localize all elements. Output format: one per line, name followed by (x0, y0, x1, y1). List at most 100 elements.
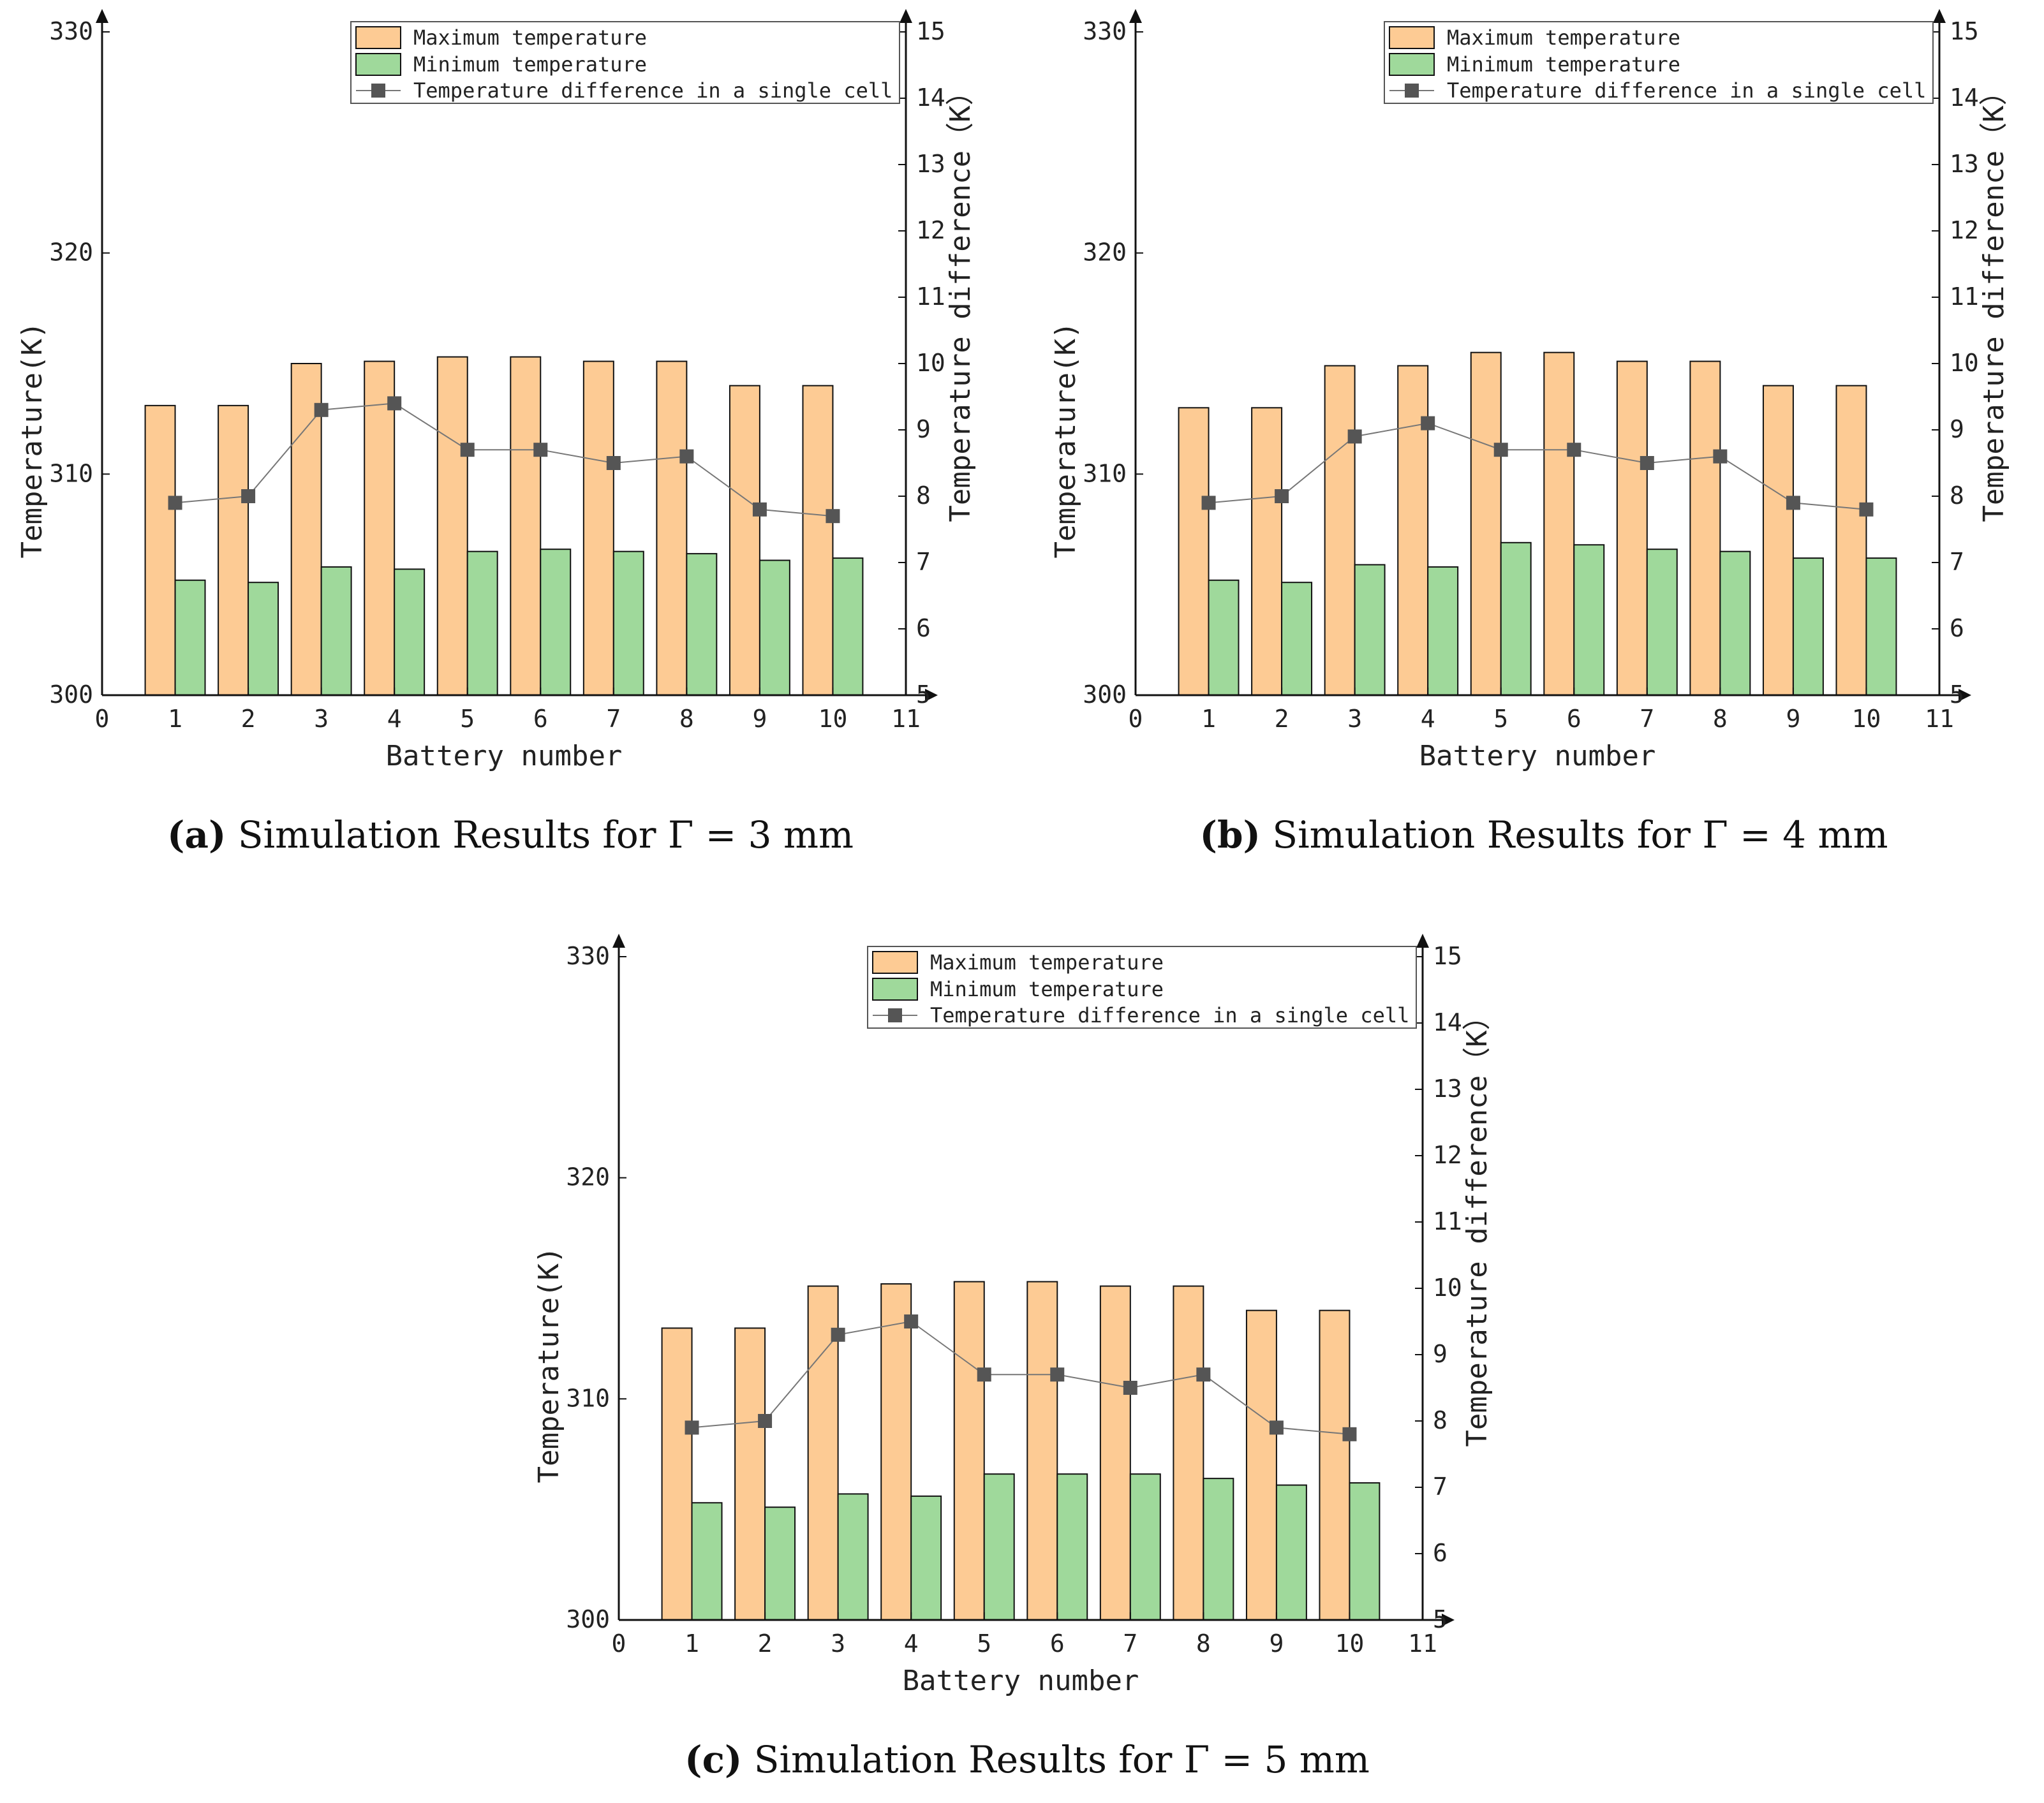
marker-temp-diff-3 (831, 1327, 845, 1342)
marker-temp-diff-9 (752, 502, 767, 517)
bar-max-9 (729, 385, 760, 696)
bar-max-2 (218, 404, 249, 696)
chart-svg-a: 0 1 2 3 4 5 6 7 8 9 10 1130031032033056789101112131… (16, 9, 977, 772)
marker-temp-diff-8 (1196, 1367, 1211, 1382)
bar-max-10 (1319, 1309, 1351, 1621)
marker-temp-diff-1 (685, 1420, 699, 1435)
y2-tick-label: 9 (1433, 1340, 1448, 1368)
bar-min-8 (1719, 550, 1751, 696)
bar-max-8 (1173, 1285, 1204, 1621)
bar-min-6 (1573, 544, 1605, 696)
x-tick-label: 0 (95, 705, 110, 733)
y2-tick-label: 7 (1433, 1473, 1448, 1501)
y2-tick-label: 6 (1433, 1539, 1448, 1567)
y-tick-label: 310 (49, 459, 93, 487)
x-tick-label: 2 (758, 1630, 773, 1658)
bar-max-7 (1099, 1285, 1131, 1621)
y2-tick-label: 13 (1433, 1075, 1462, 1103)
chart-panel-b: 0 1 2 3 4 5 6 7 8 9 10 11 300 310 320 330 5 6 7 8 9 10 11 12 13 1… (1046, 9, 2041, 857)
y2-tick-label: 14 (1950, 84, 1979, 112)
x-tick-label: 0 (1129, 705, 1143, 733)
bar-min-6 (540, 548, 572, 696)
x-tick-label: 4 (904, 1630, 919, 1658)
legend-label-min: Minimum temperature (413, 52, 647, 77)
legend-swatch-min (872, 978, 918, 1001)
legend-swatch-max (872, 951, 918, 974)
caption-a: (a) Simulation Results for Γ = 3 mm (13, 813, 1008, 857)
bar-min-9 (1275, 1484, 1307, 1621)
y2-axis-title: Temperature difference（K） (944, 77, 977, 522)
x-tick-label: 6 (1567, 705, 1581, 733)
bar-max-1 (661, 1327, 693, 1621)
bar-min-7 (612, 550, 644, 696)
caption-label-a: (a) (167, 813, 226, 857)
y2-tick-label: 8 (916, 482, 931, 510)
caption-b: (b) Simulation Results for Γ = 4 mm (1046, 813, 2041, 857)
marker-temp-diff-8 (1713, 449, 1728, 464)
bar-max-7 (582, 360, 614, 696)
y2-axis-title: Temperature difference（K） (1461, 1002, 1493, 1446)
bar-min-5 (1500, 541, 1532, 696)
marker-temp-diff-3 (1347, 429, 1362, 444)
x-tick-label: 5 (977, 1630, 991, 1658)
marker-temp-diff-9 (1786, 496, 1800, 510)
bar-min-6 (1056, 1473, 1088, 1621)
marker-temp-diff-7 (1640, 456, 1654, 470)
bar-max-3 (290, 363, 322, 696)
bar-min-3 (320, 566, 352, 696)
y2-tick-label: 8 (1433, 1406, 1448, 1434)
x-tick-label: 4 (1421, 705, 1435, 733)
chart-svg-c: 0 1 2 3 4 5 6 7 8 9 10 1130031032033056789101112131… (533, 934, 1493, 1697)
y2-tick-label: 5 (1433, 1605, 1448, 1633)
x-axis-title: Battery number (903, 1665, 1139, 1697)
y-axis-arrow-icon (1129, 9, 1142, 23)
x-tick-label: 9 (1269, 1630, 1284, 1658)
y2-axis-arrow-icon (1416, 934, 1429, 948)
bar-max-4 (364, 360, 396, 696)
x-axis-title: Battery number (386, 740, 623, 772)
y2-tick-label: 6 (916, 614, 931, 642)
bar-max-6 (510, 356, 542, 696)
legend-label-max: Maximum temperature (930, 950, 1164, 975)
y-tick-label: 320 (566, 1163, 610, 1191)
y-tick-label: 310 (566, 1384, 610, 1412)
y2-tick-label: 12 (916, 216, 945, 244)
y2-tick-label: 11 (1433, 1207, 1462, 1235)
bar-min-1 (1208, 579, 1240, 696)
x-tick-label: 3 (1347, 705, 1362, 733)
bar-min-5 (466, 550, 498, 696)
chart-svg-b: 0 1 2 3 4 5 6 7 8 9 10 1130031032033056789101112131… (1049, 9, 2010, 772)
y-tick-label: 320 (1083, 239, 1127, 267)
legend-box (1384, 21, 1934, 104)
legend-swatch-max (355, 26, 401, 49)
bar-min-9 (1792, 557, 1824, 696)
x-tick-label: 4 (387, 705, 402, 733)
x-tick-label: 5 (460, 705, 475, 733)
line-temp-diff (175, 402, 833, 517)
x-tick-label: 10 (1335, 1630, 1365, 1658)
y2-tick-label: 7 (1950, 548, 1964, 576)
caption-text-b: Simulation Results for Γ = 4 mm (1272, 813, 1888, 857)
legend-label-diff: Temperature difference in a single cell (1447, 78, 1926, 103)
caption-c: (c) Simulation Results for Γ = 5 mm (530, 1738, 1525, 1781)
bar-min-1 (174, 579, 206, 696)
x-tick-label: 2 (241, 705, 256, 733)
marker-temp-diff-4 (904, 1314, 919, 1328)
bar-max-6 (1543, 351, 1575, 696)
y2-tick-label: 10 (1433, 1274, 1462, 1302)
y2-tick-label: 13 (916, 150, 945, 178)
marker-temp-diff-4 (1421, 416, 1435, 431)
y-axis-title: Temperature(K) (1049, 322, 1082, 559)
x-tick-label: 11 (1925, 705, 1954, 733)
marker-temp-diff-1 (1201, 496, 1216, 510)
x-tick-label: 8 (1196, 1630, 1211, 1658)
y2-tick-label: 13 (1950, 150, 1979, 178)
x-tick-label: 3 (314, 705, 329, 733)
bar-max-4 (1397, 365, 1429, 696)
marker-temp-diff-7 (606, 456, 621, 470)
legend-label-min: Minimum temperature (930, 977, 1164, 1001)
caption-text-a: Simulation Results for Γ = 3 mm (237, 813, 854, 857)
y2-axis-arrow-icon (900, 9, 912, 23)
y-tick-label: 300 (566, 1605, 610, 1633)
